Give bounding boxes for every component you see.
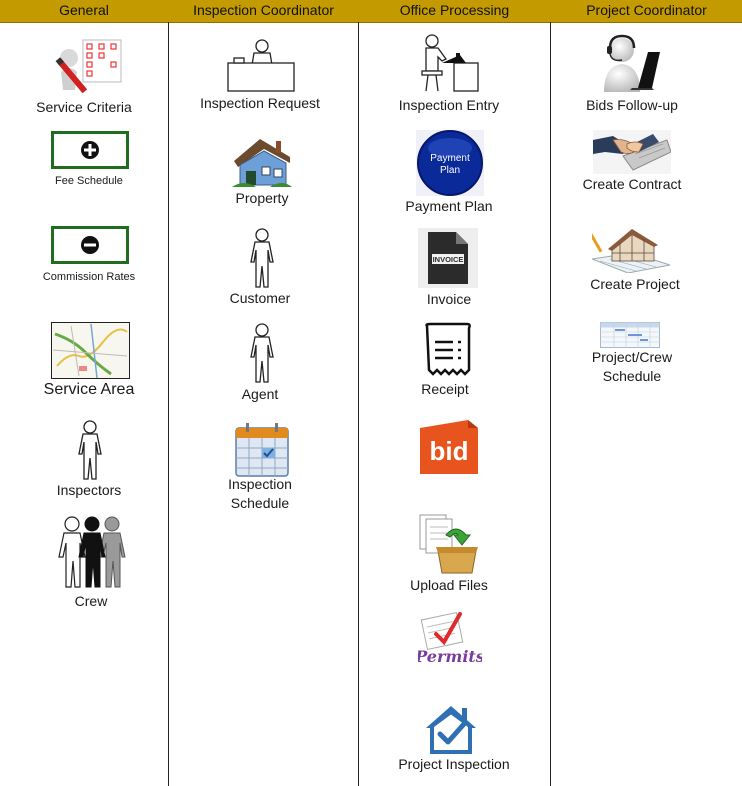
- house-blueprint-icon: [592, 225, 670, 273]
- person-icon: [74, 420, 106, 480]
- inspection-request-label: Inspection Request: [200, 95, 320, 111]
- headset-laptop-icon: [600, 34, 662, 94]
- svg-text:Payment: Payment: [430, 153, 470, 164]
- receipt-icon: [423, 322, 473, 378]
- payment-plan-label: Payment Plan: [405, 198, 493, 214]
- column-header-bar: General Inspection Coordinator Office Pr…: [0, 0, 742, 23]
- invoice-file-icon: INVOICE: [418, 228, 478, 288]
- column-title-inspection-coordinator: Inspection Coordinator: [193, 2, 334, 18]
- schedule-sheet-icon: [600, 322, 660, 348]
- calendar-icon: [234, 422, 290, 478]
- minus-button-icon: [51, 226, 129, 264]
- project-inspection-label: Project Inspection: [398, 756, 510, 772]
- house-icon: [230, 133, 294, 189]
- svg-text:INVOICE: INVOICE: [433, 255, 464, 264]
- create-project-label: Create Project: [590, 276, 680, 292]
- bid-logo-icon: bid: [420, 420, 478, 474]
- plus-button-icon: [51, 131, 129, 169]
- customer-label: Customer: [229, 290, 291, 306]
- column-divider: [168, 22, 169, 786]
- inspectors-label: Inspectors: [56, 482, 122, 498]
- person-icon: [246, 228, 278, 288]
- column-title-project-coordinator: Project Coordinator: [586, 2, 707, 18]
- map-icon: [51, 322, 130, 379]
- svg-text:Permits: Permits: [418, 647, 482, 666]
- inspection-schedule-label: Inspection Schedule: [228, 476, 292, 511]
- upload-files-label: Upload Files: [410, 577, 488, 593]
- column-divider: [358, 22, 359, 786]
- svg-text:Plan: Plan: [440, 165, 460, 176]
- column-divider: [550, 22, 551, 786]
- service-area-label: Service Area: [43, 381, 135, 398]
- upload-files-icon: [416, 513, 480, 575]
- computer-user-icon: [420, 33, 480, 93]
- checklist-pencil-icon: [55, 38, 125, 96]
- permits-logo-icon: Permits: [418, 610, 482, 668]
- bids-follow-up-label: Bids Follow-up: [586, 97, 678, 113]
- inspection-entry-label: Inspection Entry: [398, 97, 500, 113]
- commission-rates-label: Commission Rates: [42, 271, 136, 283]
- receipt-label: Receipt: [421, 381, 469, 397]
- column-title-office-processing: Office Processing: [399, 2, 510, 18]
- house-check-icon: [424, 704, 478, 754]
- handshake-icon: [593, 130, 671, 174]
- fee-schedule-label: Fee Schedule: [55, 175, 123, 187]
- agent-label: Agent: [241, 386, 279, 402]
- service-criteria-label: Service Criteria: [36, 99, 132, 115]
- group-people-icon: [56, 515, 130, 589]
- desk-person-icon: [226, 39, 296, 93]
- person-icon: [246, 323, 278, 383]
- create-contract-label: Create Contract: [582, 176, 682, 192]
- crew-label: Crew: [74, 593, 108, 609]
- invoice-label: Invoice: [426, 291, 472, 307]
- column-title-general: General: [59, 2, 109, 18]
- property-label: Property: [235, 190, 289, 206]
- svg-text:bid: bid: [430, 436, 469, 466]
- project-crew-schedule-label: Project/Crew Schedule: [591, 349, 673, 384]
- payment-plan-button-icon: Payment Plan: [416, 130, 484, 196]
